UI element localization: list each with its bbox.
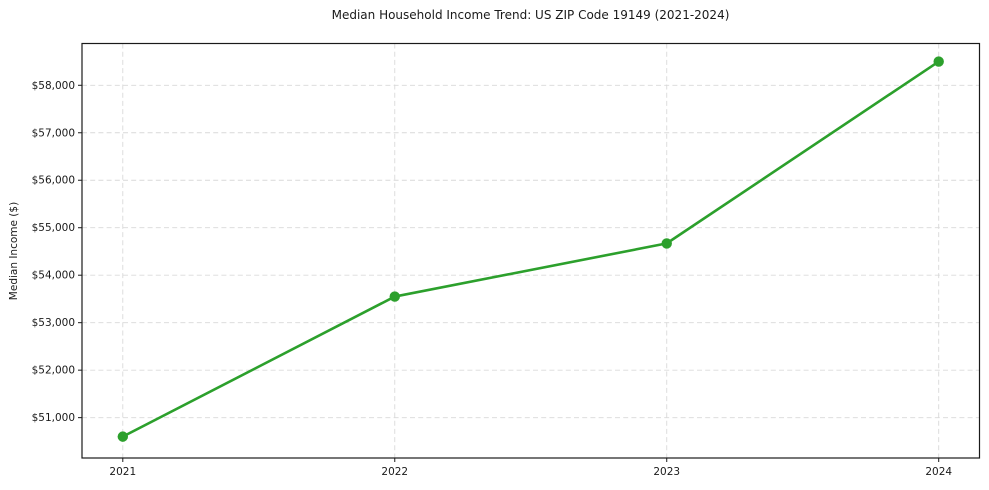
y-tick-label: $52,000 [32,365,75,377]
data-point-marker [661,238,672,249]
x-tick-label: 2021 [109,466,136,478]
y-tick-label: $58,000 [32,80,75,92]
plot-border [81,42,981,459]
y-tick-label: $54,000 [32,270,75,282]
x-tick-label: 2022 [381,466,408,478]
trend-line [121,60,941,438]
x-tick-label: 2023 [653,466,680,478]
x-tick-label: 2024 [925,466,952,478]
data-point-marker [117,431,128,442]
y-tick-label: $56,000 [32,175,75,187]
y-tick-label: $55,000 [32,222,75,234]
data-point-marker [389,291,400,302]
y-tick-label: $53,000 [32,317,75,329]
y-tick-label: $51,000 [32,412,75,424]
data-point-marker [933,56,944,67]
y-tick-label: $57,000 [32,127,75,139]
chart-title: Median Household Income Trend: US ZIP Co… [331,8,730,22]
